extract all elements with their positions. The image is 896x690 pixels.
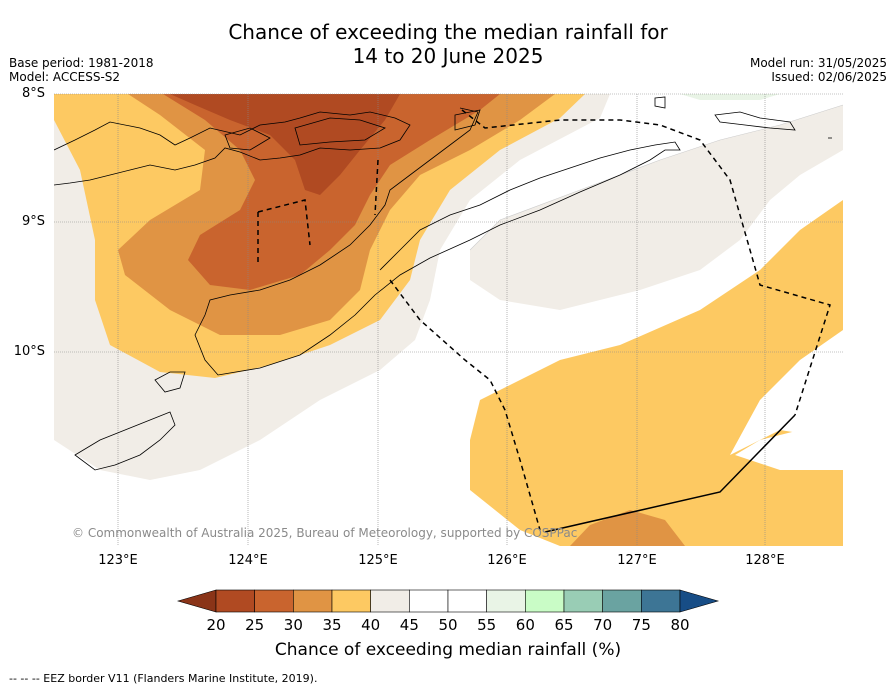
colorbar-box [486,589,526,613]
colorbar-tick-label: 70 [593,616,613,634]
colorbar-box [525,589,565,613]
zone-55-60-top [680,94,780,100]
coastlines [54,96,832,471]
colorbar-tick-label: 40 [361,616,381,634]
colorbar [176,589,720,613]
map-title-line2: 14 to 20 June 2025 [352,44,544,68]
model-run: Model run: 31/05/2025 [749,56,887,70]
colorbar-box [602,589,642,613]
lon-label-125e: 125°E [358,553,398,568]
copyright-notice: © Commonwealth of Australia 2025, Bureau… [72,526,578,540]
colorbar-under [176,589,217,613]
colorbar-box [331,589,371,613]
colorbar-box [254,589,294,613]
lon-label-124e: 124°E [228,553,268,568]
colorbar-tick-label: 20 [206,616,226,634]
colorbar-tick-label: 50 [438,616,458,634]
zone-white-right [735,420,843,470]
zone-20-25 [170,94,400,195]
colorbar-label: Chance of exceeding median rainfall (%) [274,640,622,660]
colorbar-box [215,589,255,613]
zone-30-35-bottom [570,510,685,546]
meta-right: Model run: 31/05/2025 Issued: 02/06/2025 [750,56,887,84]
colorbar-tick-label: 55 [477,616,497,634]
colorbar-tick-label: 25 [245,616,265,634]
eez-border [257,109,831,531]
colorbar-tick-label: 75 [631,616,651,634]
map-title-line1: Chance of exceeding the median rainfall … [228,20,668,44]
colorbar-over [679,589,720,613]
zone-40-45-right [470,105,843,310]
gridlines [54,93,843,546]
colorbar-box [641,589,681,613]
base-period: Base period: 1981-2018 [9,56,154,70]
lon-label-128e: 128°E [745,553,785,568]
issued-date: Issued: 02/06/2025 [771,70,887,84]
lon-label-123e: 123°E [98,553,138,568]
colorbar-box [447,589,487,613]
lat-label-10s: 10°S [13,344,45,359]
colorbar-tick-label: 35 [322,616,342,634]
eez-footer-note: -- -- -- EEZ border V11 (Flanders Marine… [9,672,318,685]
zone-25-30 [163,94,500,290]
colorbar-box [563,589,603,613]
colorbar-box [370,589,410,613]
colorbar-tick-label: 30 [283,616,303,634]
meta-left: Base period: 1981-2018 Model: ACCESS-S2 [9,56,154,84]
lat-label-9s: 9°S [21,214,45,229]
lat-label-8s: 8°S [21,86,45,101]
lon-label-126e: 126°E [487,553,527,568]
colorbar-tick-label: 45 [399,616,419,634]
colorbar-tick-label: 65 [554,616,574,634]
eez-solid [544,414,796,533]
colorbar-box [409,589,449,613]
model-name: Model: ACCESS-S2 [9,70,121,84]
colorbar-box [293,589,333,613]
colorbar-tick-label: 60 [515,616,535,634]
lon-label-127e: 127°E [617,553,657,568]
contour-line [469,104,844,251]
colorbar-tick-label: 80 [670,616,690,634]
